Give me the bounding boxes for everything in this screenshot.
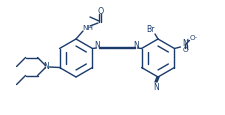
Text: -: - — [186, 47, 188, 52]
Text: N: N — [43, 61, 49, 70]
Text: Br: Br — [145, 24, 153, 33]
Text: N: N — [133, 41, 139, 50]
Text: O: O — [97, 6, 104, 15]
Text: N: N — [153, 83, 158, 92]
Text: N: N — [182, 39, 187, 48]
Text: -: - — [194, 35, 196, 40]
Text: O: O — [182, 47, 187, 53]
Text: N: N — [94, 41, 100, 50]
Text: +: + — [185, 38, 189, 43]
Text: NH: NH — [82, 25, 93, 31]
Text: O: O — [189, 35, 194, 41]
